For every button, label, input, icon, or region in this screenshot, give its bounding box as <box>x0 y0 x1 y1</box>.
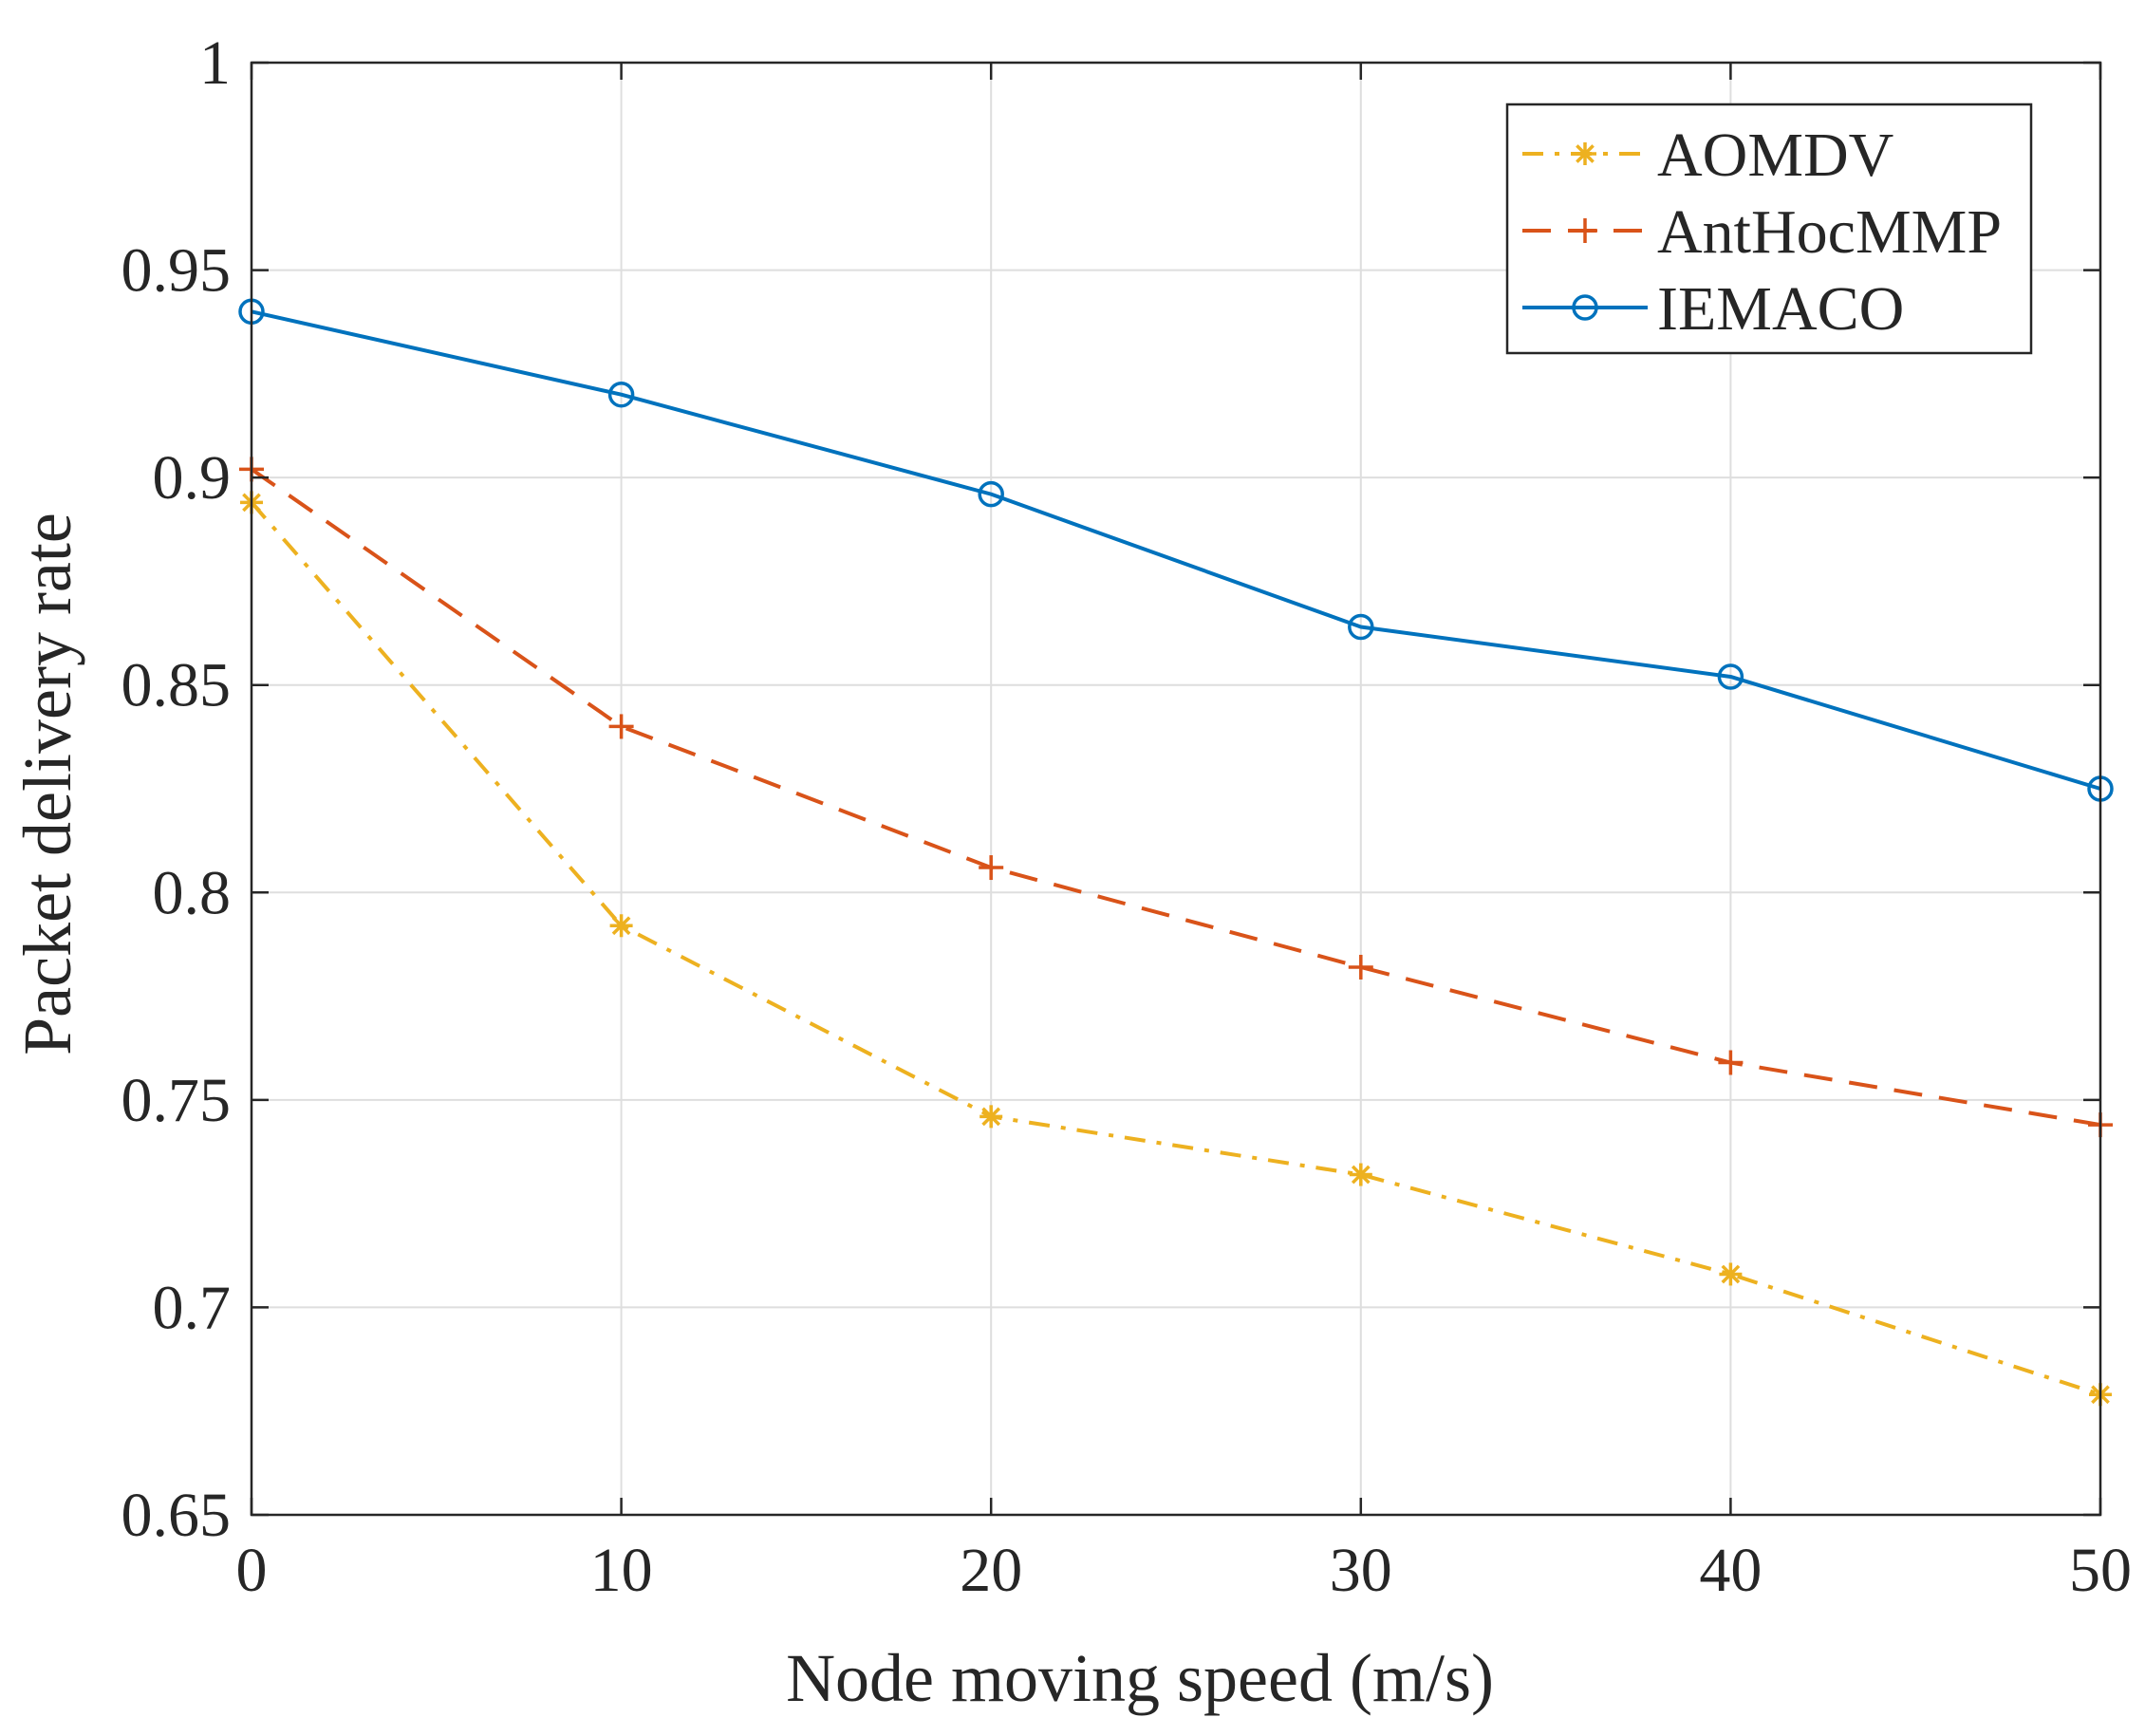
data-point-aomdv-2 <box>979 1105 1003 1129</box>
y-tick-label-1: 0.7 <box>153 1273 232 1342</box>
data-point-aomdv-4 <box>1719 1262 1743 1286</box>
x-tick-label-4: 40 <box>1699 1536 1762 1605</box>
legend-marker-iemaco <box>1572 294 1598 321</box>
plot-area-frame <box>250 61 2102 1517</box>
axes <box>250 61 2102 1517</box>
legend-item-iemaco: IEMACO <box>1522 274 1904 344</box>
y-tick-label-7: 1 <box>199 28 231 98</box>
legend-label-iemaco: IEMACO <box>1657 274 1904 344</box>
x-tick-label-1: 10 <box>590 1536 653 1605</box>
data-point-anthocmmp-1 <box>608 714 634 739</box>
tick-labels: 0 10 20 30 40 50 0.65 0.7 0.75 0.8 0.85 0.9 0.95 1 <box>121 28 2133 1605</box>
series-line-anthocmmp <box>250 467 2101 1128</box>
data-point-anthocmmp-2 <box>979 855 1004 881</box>
legend-label-aomdv: AOMDV <box>1657 121 1893 190</box>
y-tick-label-0: 0.65 <box>121 1481 232 1550</box>
series-line-aomdv <box>250 501 2101 1397</box>
y-tick-label-6: 0.95 <box>121 236 232 306</box>
data-point-iemaco-2 <box>978 480 1004 508</box>
data-point-iemaco-1 <box>607 381 635 408</box>
data-point-iemaco-3 <box>1348 613 1374 641</box>
y-tick-label-5: 0.9 <box>153 443 232 513</box>
data-point-aomdv-3 <box>1349 1163 1372 1186</box>
y-tick-label-4: 0.85 <box>121 651 232 720</box>
x-tick-label-5: 50 <box>2069 1536 2132 1605</box>
legend-label-anthocmmp: AntHocMMP <box>1657 197 2002 267</box>
legend-item-aomdv: AOMDV <box>1522 121 1893 190</box>
y-tick-label-2: 0.75 <box>121 1066 232 1135</box>
y-axis-label: Packet delivery rate <box>9 513 85 1055</box>
data-point-aomdv-1 <box>609 914 633 938</box>
data-point-iemaco-4 <box>1717 663 1744 690</box>
legend-marker-anthocmmp <box>1573 218 1597 243</box>
legend-item-anthocmmp: AntHocMMP <box>1522 197 2002 267</box>
y-tick-label-3: 0.8 <box>153 858 232 927</box>
x-tick-label-0: 0 <box>236 1536 268 1605</box>
data-point-anthocmmp-3 <box>1348 954 1373 980</box>
series-line-iemaco <box>251 309 2101 791</box>
x-tick-label-2: 20 <box>960 1536 1022 1605</box>
legend-marker-aomdv <box>1574 142 1596 165</box>
x-tick-label-3: 30 <box>1330 1536 1392 1605</box>
x-axis-label: Node moving speed (m/s) <box>786 1640 1494 1716</box>
data-point-anthocmmp-4 <box>1718 1050 1744 1075</box>
